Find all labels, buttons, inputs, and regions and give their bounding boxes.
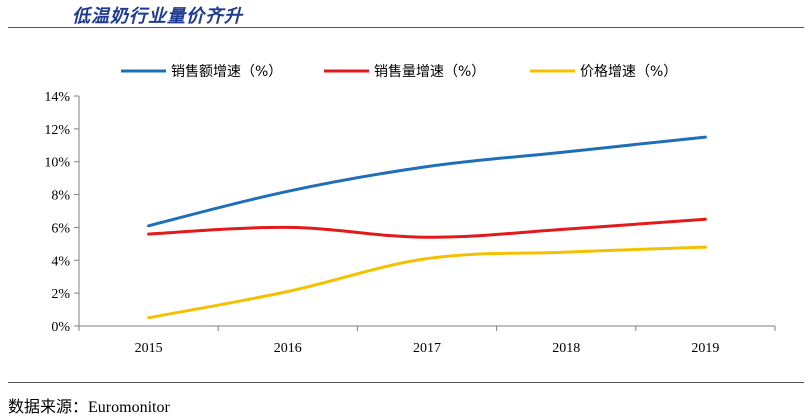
legend-label-2: 销售量增速（%） [374, 64, 485, 80]
top-divider [8, 27, 804, 28]
y-tick-label: 12% [44, 123, 70, 138]
page-title: 低温奶行业量价齐升 [72, 6, 243, 27]
series-line-2 [147, 217, 707, 239]
legend-label-3: 价格增速（%） [580, 64, 677, 80]
x-tick-label: 2018 [552, 341, 580, 356]
x-tick-label: 2016 [274, 341, 302, 356]
y-tick-label: 6% [51, 221, 70, 236]
x-tick-label: 2019 [691, 341, 719, 356]
y-tick-label: 14% [44, 90, 70, 105]
source-value: Euromonitor [88, 399, 170, 416]
chart-legend: 销售额增速（%） 销售量增速（%） 价格增速（%） [121, 64, 677, 80]
source-note: 数据来源：Euromonitor [8, 393, 170, 417]
legend-label-1: 销售额增速（%） [171, 64, 282, 80]
x-tick-label: 2015 [135, 341, 163, 356]
bottom-divider [8, 382, 804, 383]
y-tick-label: 4% [51, 254, 70, 269]
chart-axes: 0% 2% 4% 6% 8% 10% 12% 14% 2015 2016 2017 2018 2019 [44, 90, 776, 356]
y-tick-label: 2% [51, 287, 70, 302]
y-tick-label: 8% [51, 189, 70, 204]
y-tick-label: 0% [51, 320, 70, 335]
series-line-1 [147, 135, 707, 228]
chart-series [147, 135, 707, 320]
y-tick-label: 10% [44, 156, 70, 171]
x-tick-label: 2017 [413, 341, 441, 356]
series-line-3 [147, 245, 707, 320]
source-label: 数据来源： [8, 399, 89, 416]
